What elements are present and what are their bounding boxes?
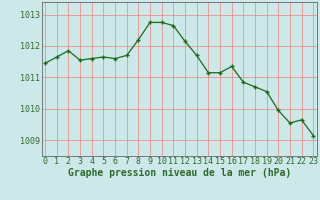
X-axis label: Graphe pression niveau de la mer (hPa): Graphe pression niveau de la mer (hPa) — [68, 168, 291, 178]
